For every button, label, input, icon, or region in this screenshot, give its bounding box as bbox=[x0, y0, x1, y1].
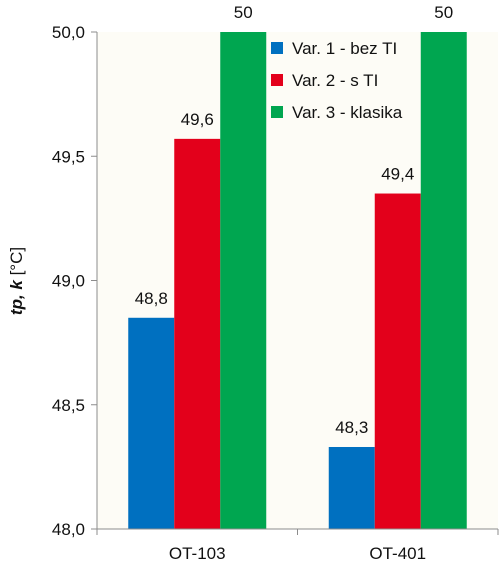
legend-swatch-var-3-klasika bbox=[271, 106, 283, 118]
bar-labels-group: 48,8 49,6 50 48,3 49,4 50 bbox=[135, 3, 454, 437]
x-tick-label-ot-401: OT-401 bbox=[369, 544, 426, 563]
bar-label-ot-103-var-1-bez-ti: 48,8 bbox=[135, 289, 168, 308]
legend: Var. 1 - bez TI Var. 2 - s TI Var. 3 - kla… bbox=[271, 39, 403, 122]
legend-label-var-3-klasika: Var. 3 - klasika bbox=[292, 103, 403, 122]
bars-group bbox=[128, 32, 467, 530]
bar-label-ot-401-var-2-s-ti: 49,4 bbox=[381, 165, 414, 184]
bar-label-ot-103-var-3-klasika: 50 bbox=[234, 3, 253, 22]
bar-ot-401-var-3-klasika bbox=[420, 32, 467, 529]
bar-ot-103-var-1-bez-ti bbox=[128, 317, 175, 529]
y-tick-label: 50,0 bbox=[52, 23, 85, 42]
bar-label-ot-103-var-2-s-ti: 49,6 bbox=[181, 110, 214, 129]
legend-swatch-var-2-s-ti bbox=[271, 74, 283, 86]
y-tick-label: 48,0 bbox=[52, 520, 85, 539]
y-tick-label: 49,0 bbox=[52, 272, 85, 291]
bar-ot-103-var-3-klasika bbox=[220, 32, 267, 529]
bar-label-ot-401-var-1-bez-ti: 48,3 bbox=[335, 418, 368, 437]
legend-swatch-var-1-bez-ti bbox=[271, 42, 283, 54]
bar-ot-401-var-1-bez-ti bbox=[328, 446, 375, 529]
y-tick-label: 49,5 bbox=[52, 147, 85, 166]
y-axis: 48,0 48,5 49,0 49,5 50,0 bbox=[52, 23, 98, 539]
y-axis-title-unit: [°C] bbox=[7, 247, 26, 280]
y-tick-label: 48,5 bbox=[52, 396, 85, 415]
bar-ot-401-var-2-s-ti bbox=[374, 193, 421, 529]
bar-label-ot-401-var-3-klasika: 50 bbox=[434, 3, 453, 22]
y-axis-title: tp, k [°C] bbox=[7, 247, 26, 315]
legend-label-var-2-s-ti: Var. 2 - s TI bbox=[292, 71, 378, 90]
x-axis: OT-103 OT-401 bbox=[91, 528, 499, 563]
bar-ot-103-var-2-s-ti bbox=[174, 138, 221, 530]
x-tick-label-ot-103: OT-103 bbox=[169, 544, 226, 563]
legend-label-var-1-bez-ti: Var. 1 - bez TI bbox=[292, 39, 397, 58]
y-axis-title-var: tp, k bbox=[7, 279, 26, 315]
